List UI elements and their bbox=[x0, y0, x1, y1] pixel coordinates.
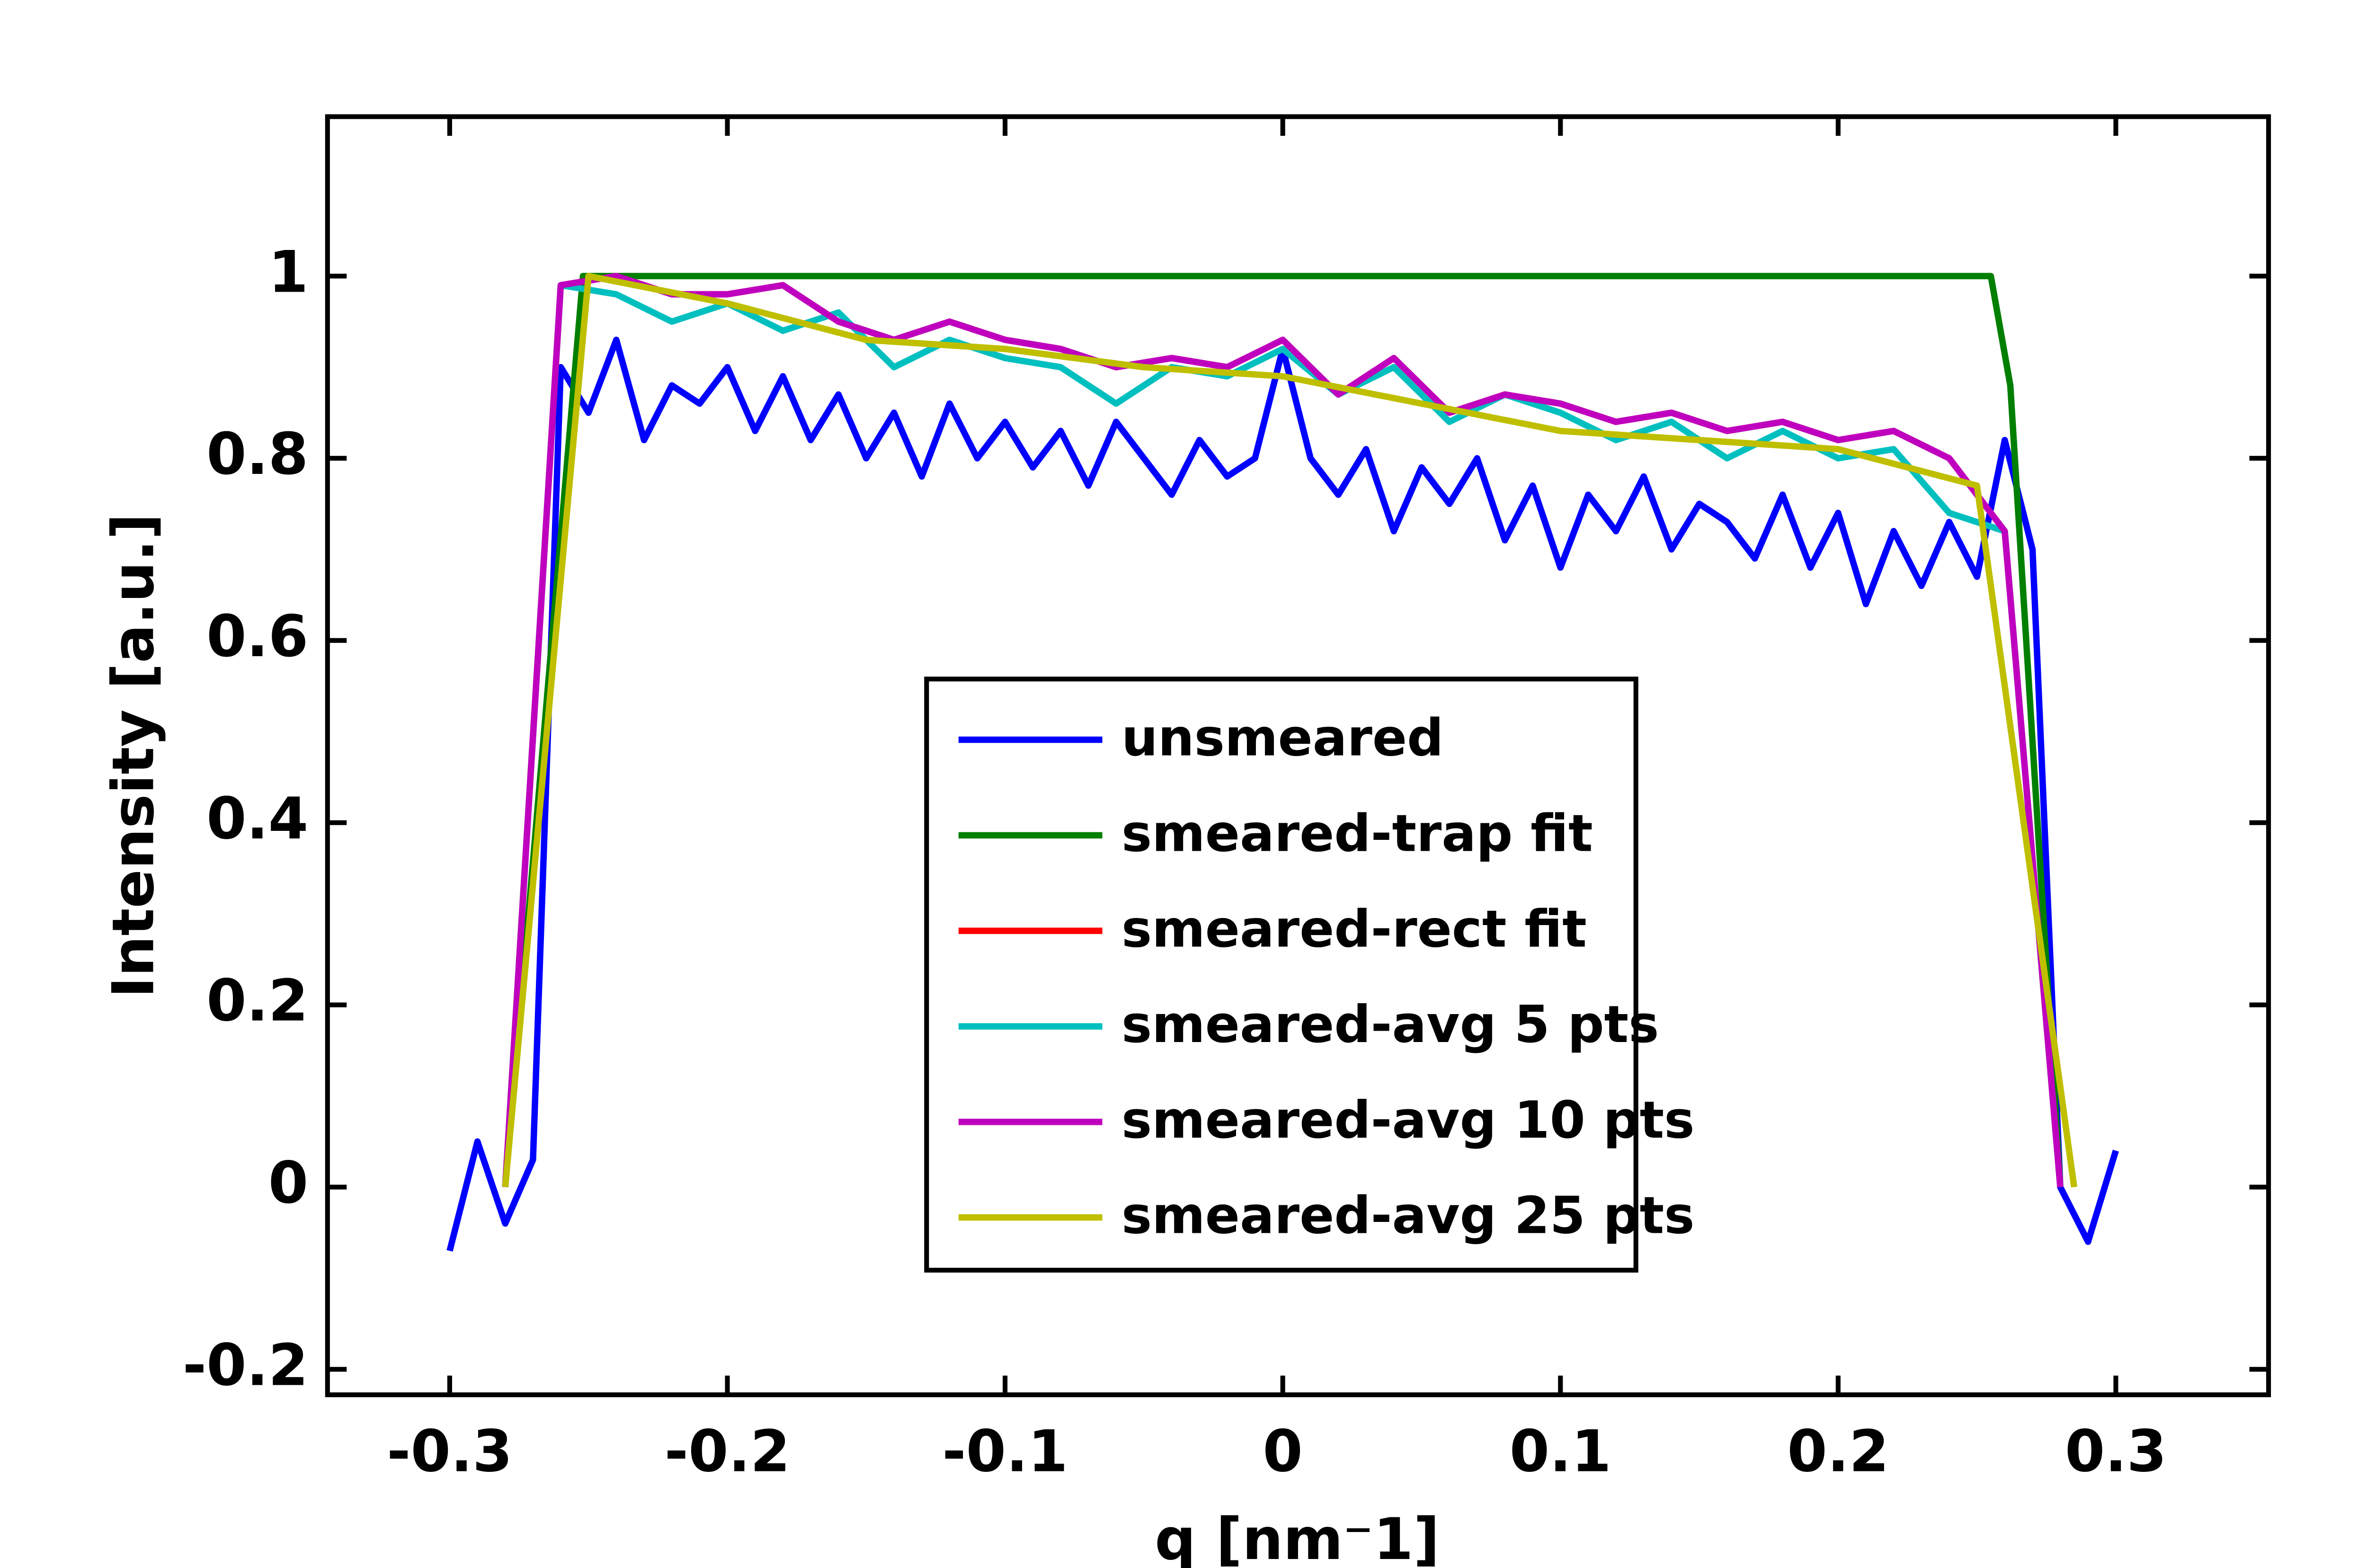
y-tick-label: 0.2 bbox=[206, 967, 308, 1034]
x-tick-label: 0.1 bbox=[1510, 1418, 1611, 1485]
plot-frame bbox=[325, 114, 2271, 1398]
y-tick-label: 0 bbox=[268, 1149, 309, 1217]
data-line bbox=[502, 273, 2064, 1187]
legend-label: smeared-trap fit bbox=[1121, 804, 1593, 863]
y-tick-label: 0.8 bbox=[206, 420, 308, 488]
x-tick-label: -0.2 bbox=[665, 1418, 791, 1485]
y-tick-label: 0.6 bbox=[206, 603, 308, 670]
x-tick-label: 0.3 bbox=[2065, 1418, 2167, 1485]
x-axis-label: q [nm⁻1] bbox=[1155, 1506, 1440, 1568]
x-tick-label: 0.2 bbox=[1787, 1418, 1889, 1485]
legend-label: smeared-avg 5 pts bbox=[1121, 995, 1659, 1054]
x-tick-label: 0 bbox=[1263, 1418, 1303, 1485]
x-tick-label: -0.3 bbox=[387, 1418, 513, 1485]
legend-label: smeared-avg 25 pts bbox=[1121, 1186, 1695, 1246]
data-line bbox=[502, 282, 2064, 1187]
y-tick-label: 0.4 bbox=[206, 785, 308, 852]
y-tick-label: -0.2 bbox=[183, 1331, 309, 1399]
y-tick-label: 1 bbox=[268, 238, 309, 305]
y-axis-label: Intensity [a.u.] bbox=[99, 513, 167, 998]
data-line bbox=[502, 273, 2078, 1188]
x-tick-label: -0.1 bbox=[942, 1418, 1068, 1485]
legend-box bbox=[924, 677, 1638, 1273]
data-line bbox=[502, 273, 2064, 1187]
legend-label: smeared-avg 10 pts bbox=[1121, 1091, 1695, 1150]
legend-label: unsmeared bbox=[1121, 709, 1443, 768]
legend-label: smeared-rect fit bbox=[1121, 900, 1587, 959]
